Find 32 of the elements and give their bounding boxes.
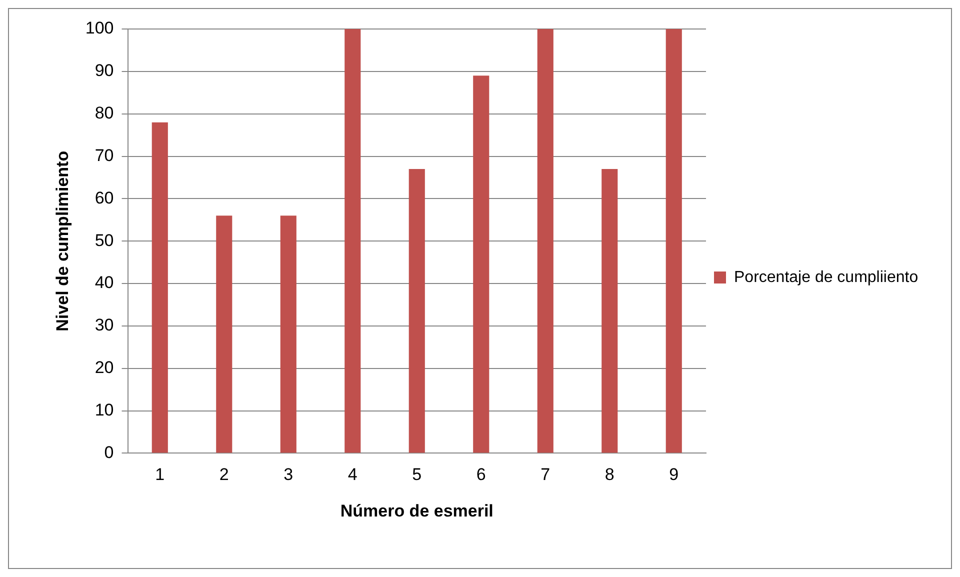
- bar: [408, 168, 425, 453]
- x-axis-title: Número de esmeril: [340, 501, 494, 520]
- x-tick-label: 7: [540, 465, 550, 484]
- x-tick-label: 6: [476, 465, 486, 484]
- y-tick-label: 30: [94, 316, 114, 335]
- bar: [280, 216, 296, 453]
- y-tick-label: 20: [94, 358, 114, 378]
- x-tick-label: 8: [604, 465, 614, 484]
- bar: [473, 76, 490, 453]
- x-tick-label: 9: [669, 465, 679, 484]
- bar: [344, 29, 361, 453]
- y-tick-label: 50: [94, 230, 114, 250]
- x-tick-label: 5: [412, 465, 422, 484]
- y-tick-label: 10: [94, 400, 114, 420]
- bar: [216, 216, 232, 453]
- y-tick-label: 0: [104, 442, 114, 462]
- bar: [152, 122, 168, 453]
- y-tick-label: 40: [94, 273, 114, 292]
- y-tick-label: 90: [94, 61, 114, 80]
- x-tick-label: 4: [348, 465, 358, 484]
- y-tick-label: 60: [94, 188, 114, 208]
- legend-label: Porcentaje de cumpliiento: [734, 268, 918, 286]
- bar: [537, 29, 554, 453]
- y-axis-title: Nivel de cumplimiento: [52, 150, 72, 332]
- y-tick-label: 100: [85, 18, 114, 38]
- bar: [602, 168, 618, 453]
- y-tick-label: 80: [94, 104, 114, 123]
- x-tick-label: 1: [155, 465, 165, 484]
- x-tick-label: 2: [219, 465, 229, 484]
- y-tick-label: 70: [94, 146, 114, 165]
- bar: [666, 29, 682, 453]
- x-tick-label: 3: [284, 465, 294, 484]
